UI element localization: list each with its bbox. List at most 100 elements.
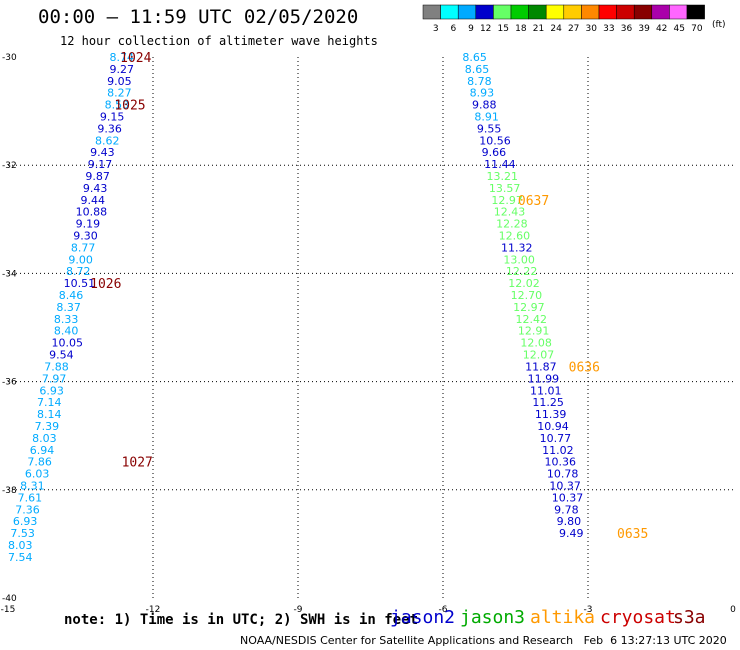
data-point-label: 8.91 <box>474 111 499 124</box>
data-point-label: 8.40 <box>54 325 79 338</box>
data-point-label: 10.51 <box>64 277 95 290</box>
legend-label: 24 <box>550 24 562 34</box>
data-point-label: 12.42 <box>516 313 548 326</box>
data-point-label: 7.86 <box>27 456 52 469</box>
x-tick-label: -6 <box>439 605 448 615</box>
legend-swatch <box>545 4 565 20</box>
data-point-label: 12.22 <box>506 265 538 278</box>
data-point-label: 11.39 <box>535 408 567 421</box>
data-point-label: 8.53 <box>105 99 129 112</box>
legend-swatch <box>528 4 547 20</box>
legend-label: 30 <box>586 24 598 34</box>
data-point-label: 12.97 <box>513 301 545 314</box>
data-point-label: 11.44 <box>484 158 516 171</box>
data-point-label: 11.01 <box>530 384 562 397</box>
data-point-label: 9.80 <box>557 515 582 528</box>
satellite-jason3: jason3 <box>460 607 526 628</box>
data-point-label: 9.15 <box>100 111 125 124</box>
data-point-label: 8.65 <box>465 63 490 76</box>
data-point-label: 10.37 <box>552 491 584 504</box>
legend-label: 9 <box>468 24 474 34</box>
data-point-label: 7.53 <box>10 527 35 540</box>
legend-swatch <box>598 4 617 20</box>
chart-subtitle: 12 hour collection of altimeter wave hei… <box>60 34 378 48</box>
legend-label: 21 <box>533 24 544 34</box>
data-point-label: 8.93 <box>470 87 495 100</box>
legend-label: 39 <box>638 24 650 34</box>
legend-label: 36 <box>621 24 633 34</box>
data-point-label: 8.14 <box>37 408 62 421</box>
data-point-label: 8.77 <box>71 241 96 254</box>
data-point-label: 9.27 <box>110 63 135 76</box>
satellite-altika: altika <box>530 607 596 628</box>
data-point-label: 10.78 <box>547 468 579 481</box>
data-point-label: 9.44 <box>81 194 106 207</box>
data-point-label: 10.36 <box>545 456 577 469</box>
data-point-label: 6.93 <box>39 384 64 397</box>
data-point-label: 8.31 <box>20 479 45 492</box>
data-point-label: 11.87 <box>525 360 557 373</box>
data-point-label: 9.19 <box>76 218 101 231</box>
data-point-label: 6.93 <box>13 515 38 528</box>
data-point-label: 9.30 <box>73 230 98 243</box>
data-point-label: 8.03 <box>32 432 57 445</box>
data-point-label: 10.56 <box>479 134 511 147</box>
data-point-label: 12.60 <box>499 230 531 243</box>
legend-swatch <box>633 4 653 20</box>
data-point-label: 12.70 <box>511 289 542 302</box>
satellite-s3a: s3a <box>673 607 706 628</box>
legend-label: 42 <box>656 24 667 34</box>
track-time-label: 0637 <box>518 194 549 209</box>
legend-swatch <box>563 4 582 20</box>
data-point-label: 11.25 <box>532 396 564 409</box>
data-point-label: 9.87 <box>85 170 110 183</box>
legend-swatch <box>457 4 477 20</box>
data-point-label: 7.61 <box>18 491 42 504</box>
data-point-label: 7.88 <box>44 360 69 373</box>
data-point-label: 8.27 <box>107 87 132 100</box>
data-point-label: 9.00 <box>68 253 93 266</box>
footer-credit: NOAA/NESDIS Center for Satellite Applica… <box>240 634 727 647</box>
data-point-label: 10.77 <box>540 432 572 445</box>
data-point-label: 12.43 <box>494 206 526 219</box>
data-point-label: 7.39 <box>35 420 60 433</box>
data-point-label: 9.54 <box>49 349 73 362</box>
data-point-label: 12.28 <box>496 218 527 231</box>
data-point-label: 9.17 <box>88 158 113 171</box>
legend-swatch <box>581 4 600 20</box>
y-tick-label: -40 <box>2 594 17 604</box>
data-point-label: 13.21 <box>487 170 519 183</box>
legend-label: 45 <box>674 24 685 34</box>
legend-label: 18 <box>515 24 527 34</box>
legend-label: 33 <box>603 24 614 34</box>
data-point-label: 9.49 <box>559 527 584 540</box>
data-point-label: 9.43 <box>83 182 108 195</box>
y-tick-label: -36 <box>2 378 17 388</box>
page-title: 00:00 – 11:59 UTC 02/05/2020 <box>38 6 359 28</box>
data-point-label: 7.36 <box>15 503 40 516</box>
legend-swatch <box>669 4 688 20</box>
x-tick-label: -3 <box>584 605 593 615</box>
data-point-label: 10.05 <box>52 337 84 350</box>
data-point-label: 11.32 <box>501 241 533 254</box>
data-point-label: 8.46 <box>59 289 84 302</box>
data-point-label: 6.03 <box>25 468 49 481</box>
y-tick-label: -38 <box>2 486 17 496</box>
data-point-label: 12.08 <box>520 337 552 350</box>
legend-label: 6 <box>450 24 456 34</box>
legend-label: 27 <box>568 24 579 34</box>
data-point-label: 12.97 <box>491 194 523 207</box>
y-tick-label: -30 <box>2 53 17 63</box>
data-point-label: 12.91 <box>518 325 550 338</box>
data-point-label: 8.72 <box>66 265 91 278</box>
data-point-label: 10.37 <box>549 479 581 492</box>
legend-label: 15 <box>498 24 509 34</box>
data-point-label: 8.65 <box>462 51 487 64</box>
data-point-label: 8.78 <box>467 75 492 88</box>
track-time-label: 1024 <box>120 51 151 66</box>
track-time-label: 1026 <box>90 277 121 292</box>
track-time-label: 1025 <box>114 99 145 114</box>
data-point-label: 9.66 <box>482 146 507 159</box>
legend-swatch <box>651 4 670 20</box>
